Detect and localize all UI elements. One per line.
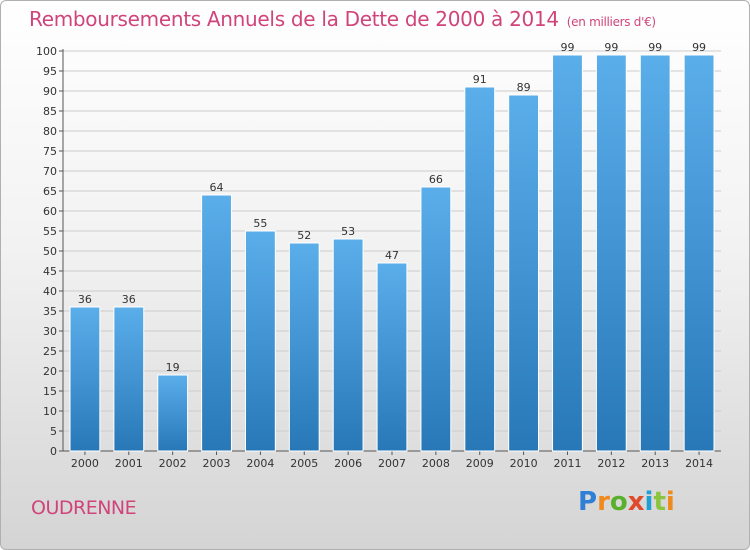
bar-2007 [376, 262, 408, 452]
y-tick-label: 25 [43, 345, 57, 358]
logo-letter: r [597, 487, 610, 517]
bar-2005 [288, 242, 320, 452]
y-tick-label: 40 [43, 285, 57, 298]
x-tick-label-2013: 2013 [641, 457, 669, 470]
data-label-2012: 99 [604, 41, 618, 54]
data-label-2002: 19 [166, 361, 180, 374]
x-tick-label-2009: 2009 [466, 457, 494, 470]
x-tick-label-2011: 2011 [553, 457, 581, 470]
bar-2009 [464, 86, 496, 452]
data-label-2014: 99 [692, 41, 706, 54]
x-tick-label-2006: 2006 [334, 457, 362, 470]
bar-2004 [244, 230, 276, 452]
axes: 0 5 10 15 20 25 30 35 40 45 50 55 60 65 70 75 80 85 90 95 10… [36, 45, 721, 470]
x-tick-label-2001: 2001 [115, 457, 143, 470]
y-tick-label: 20 [43, 365, 57, 378]
bar-2000 [69, 306, 101, 452]
bar-2014 [683, 54, 715, 452]
y-tick-label: 35 [43, 305, 57, 318]
y-tick-label: 60 [43, 205, 57, 218]
y-tick-label: 65 [43, 185, 57, 198]
y-tick-label: 15 [43, 385, 57, 398]
bars [69, 54, 715, 452]
x-tick-label-2010: 2010 [510, 457, 538, 470]
data-label-2013: 99 [648, 41, 662, 54]
y-tick-label: 75 [43, 145, 57, 158]
bar-2011 [552, 54, 583, 452]
bar-2006 [332, 238, 364, 452]
bar-2012 [595, 54, 627, 452]
y-tick-label: 10 [43, 405, 57, 418]
x-tick-label-2007: 2007 [378, 457, 406, 470]
y-tick-label: 100 [36, 45, 57, 58]
chart-subtitle: (en milliers d'€) [566, 15, 656, 29]
y-tick-label: 80 [43, 125, 57, 138]
data-label-2006: 53 [341, 225, 355, 238]
x-tick-label-2004: 2004 [246, 457, 274, 470]
bar-2002 [157, 374, 189, 452]
y-tick-label: 55 [43, 225, 57, 238]
y-tick-label: 85 [43, 105, 57, 118]
bar-2003 [201, 194, 232, 452]
logo-letter: i [665, 487, 675, 517]
commune-name: OUDRENNE [31, 497, 137, 519]
logo-letter: o [609, 487, 628, 517]
x-tick-label-2003: 2003 [203, 457, 231, 470]
y-tick-label: 90 [43, 85, 57, 98]
y-tick-label: 95 [43, 65, 57, 78]
bar-2010 [508, 94, 540, 452]
data-label-2003: 64 [210, 181, 224, 194]
x-tick-label-2012: 2012 [597, 457, 625, 470]
data-label-2007: 47 [385, 249, 399, 262]
y-tick-label: 70 [43, 165, 57, 178]
y-tick-label: 45 [43, 265, 57, 278]
data-label-2005: 52 [297, 229, 311, 242]
data-label-2000: 36 [78, 293, 92, 306]
bar-2008 [420, 186, 452, 452]
x-tick-label-2000: 2000 [71, 457, 99, 470]
data-label-2011: 99 [560, 41, 574, 54]
data-label-2004: 55 [253, 217, 267, 230]
data-label-2010: 89 [517, 81, 531, 94]
logo-letter: i [644, 487, 654, 517]
y-tick-label: 30 [43, 325, 57, 338]
bar-2001 [113, 306, 145, 452]
proxiti-logo[interactable]: Proxiti [578, 487, 675, 517]
data-label-2008: 66 [429, 173, 443, 186]
chart-title-text: Remboursements Annuels de la Dette de 20… [29, 7, 559, 31]
chart-title: Remboursements Annuels de la Dette de 20… [29, 7, 656, 31]
logo-letter: P [578, 487, 598, 517]
y-tick-label: 0 [50, 445, 57, 458]
y-tick-label: 5 [50, 425, 57, 438]
y-tick-label: 50 [43, 245, 57, 258]
bar-2013 [639, 54, 671, 452]
data-label-2001: 36 [122, 293, 136, 306]
logo-letter: x [627, 487, 645, 517]
data-labels: 36 36 19 64 55 52 53 47 66 91 89 99 99 99 99 [78, 41, 706, 374]
logo-letter: t [653, 487, 666, 517]
x-tick-label-2008: 2008 [422, 457, 450, 470]
x-tick-label-2005: 2005 [290, 457, 318, 470]
x-tick-label-2014: 2014 [685, 457, 713, 470]
data-label-2009: 91 [473, 73, 487, 86]
x-tick-label-2002: 2002 [159, 457, 187, 470]
